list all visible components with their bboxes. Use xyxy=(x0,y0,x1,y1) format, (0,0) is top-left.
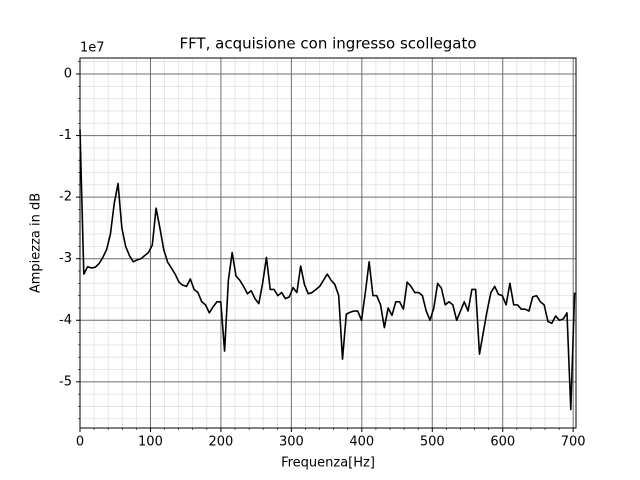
chart-title: FFT, acquisione con ingresso scollegato xyxy=(179,35,476,53)
x-tick-label: 600 xyxy=(490,435,515,450)
x-tick-label: 500 xyxy=(420,435,445,450)
y-axis-label: Ampiezza in dB xyxy=(29,193,44,293)
x-tick-label: 100 xyxy=(138,435,163,450)
data-line xyxy=(79,129,576,411)
y-tick-label: 0 xyxy=(64,67,72,82)
x-axis-label: Frequenza[Hz] xyxy=(281,456,375,471)
x-tick-label: 0 xyxy=(76,435,84,450)
x-tick-label: 300 xyxy=(279,435,304,450)
y-tick-label: -5 xyxy=(59,374,72,389)
x-tick-label: 200 xyxy=(208,435,233,450)
y-tick-label: -1 xyxy=(59,128,72,143)
axes-frame xyxy=(79,57,577,429)
y-tick-label: -3 xyxy=(59,251,72,266)
x-tick-label: 400 xyxy=(349,435,374,450)
x-tick-label: 700 xyxy=(561,435,586,450)
y-offset-label: 1e7 xyxy=(80,41,105,56)
y-tick-label: -4 xyxy=(59,313,72,328)
plot-area: 0 100 200 300 400 500 600 700 0 -1 -2 -3 -4 -5 xyxy=(59,57,586,450)
y-tick-label: -2 xyxy=(59,190,72,205)
